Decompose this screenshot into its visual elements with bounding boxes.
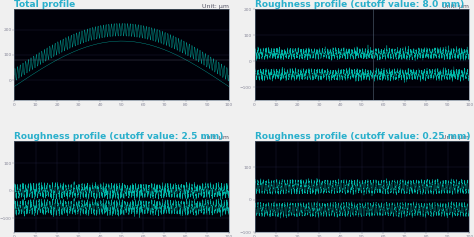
Text: Total profile: Total profile [14, 0, 75, 9]
Text: Unit: μm: Unit: μm [442, 4, 469, 9]
Text: Unit: μm: Unit: μm [202, 135, 229, 140]
Text: Roughness profile (cutoff value: 8.0 mm): Roughness profile (cutoff value: 8.0 mm) [255, 0, 464, 9]
Text: Roughness profile (cutoff value: 0.25 mm): Roughness profile (cutoff value: 0.25 mm… [255, 132, 470, 141]
Text: Roughness profile (cutoff value: 2.5 mm): Roughness profile (cutoff value: 2.5 mm) [14, 132, 224, 141]
Text: Unit: μm: Unit: μm [202, 4, 229, 9]
Text: Unit: μm: Unit: μm [442, 135, 469, 140]
